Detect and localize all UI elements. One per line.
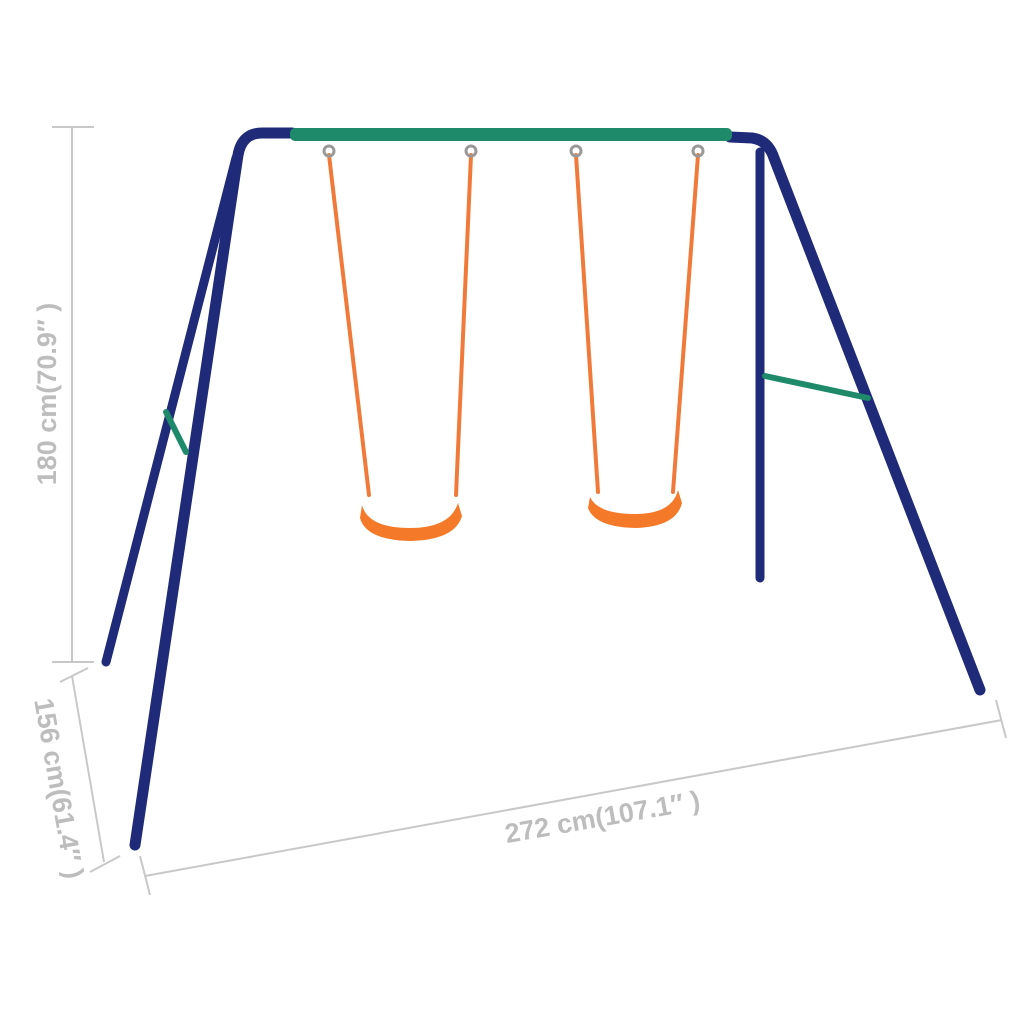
left-front-leg: [129, 127, 298, 851]
ropes: [327, 153, 700, 497]
left-back-leg: [101, 153, 241, 667]
swing-seat-left: [360, 503, 462, 541]
dimension-lines: [52, 126, 1007, 896]
hooks: [322, 144, 705, 158]
width-label: 272 cm(107.1″ ): [503, 785, 703, 849]
height-label: 180 cm(70.9″ ): [32, 303, 62, 486]
swing-frame: [101, 127, 986, 851]
top-beam: [290, 128, 732, 141]
right-front-leg: [724, 131, 986, 696]
swing-seat-right: [588, 490, 682, 528]
depth-dimension-line: [71, 675, 105, 863]
width-dimension-line: [144, 719, 1003, 877]
cross-braces: [163, 373, 871, 455]
